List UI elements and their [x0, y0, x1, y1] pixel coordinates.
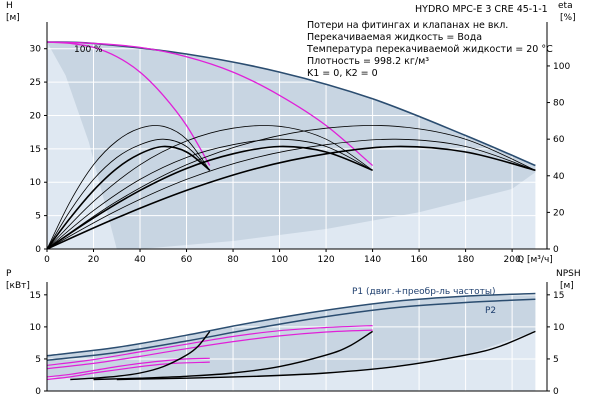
series-eta-thick [46, 145, 536, 250]
note-line: Температура перекачиваемой жидкости = 20… [306, 44, 553, 55]
note-line: Потери на фитингах и клапанах не вкл. [307, 20, 508, 31]
y-right-tick-label: 10 [553, 323, 565, 333]
series-eta-thin [46, 125, 211, 250]
upper-chart: 0 20 40 60 80 100 120 140 160 180 200 0 5 10 15 20 25 30 0… [6, 1, 576, 265]
y-right-tick-label: 60 [553, 135, 565, 145]
series-eta-thin [46, 125, 373, 250]
upper-x-unit: [м³/ч] [527, 255, 553, 265]
note-line: K1 = 0, K2 = 0 [307, 68, 378, 79]
series-eta-thick [46, 145, 373, 250]
series-P1 [46, 292, 536, 357]
chart-title: HYDRO MPC-E 3 CRE 45-1-1 [415, 4, 548, 15]
upper-x-label: Q [517, 255, 524, 265]
y-left-tick-label: 0 [35, 245, 41, 255]
upper-y-left-unit: [м] [6, 13, 20, 23]
lower-series [46, 292, 536, 381]
x-tick-label: 20 [88, 255, 100, 265]
p1-series-label: P1 (двиг.+преобр-ль частоты) [352, 287, 496, 297]
x-tick-label: 40 [134, 255, 146, 265]
y-left-tick-label: 15 [30, 145, 41, 155]
x-tick-label: 120 [317, 255, 334, 265]
y-left-tick-label: 0 [35, 387, 41, 397]
y-right-tick-label: 20 [553, 208, 565, 218]
series-magenta [46, 329, 373, 370]
series-eta-thin [46, 125, 536, 250]
x-tick-label: 200 [504, 255, 521, 265]
p2-series-label: P2 [485, 306, 496, 316]
y-left-tick-label: 5 [35, 355, 41, 365]
y-left-tick-label: 15 [30, 291, 41, 301]
y-left-tick-label: 5 [35, 212, 41, 222]
lower-y-left-label: P [6, 269, 12, 279]
y-right-tick-label: 40 [553, 172, 565, 182]
y-left-tick-label: 10 [30, 323, 42, 333]
y-right-tick-label: 80 [553, 99, 565, 109]
x-tick-label: 140 [364, 255, 381, 265]
series-magenta [46, 357, 210, 378]
series-magenta [46, 41, 211, 166]
y-left-tick-label: 10 [30, 178, 42, 188]
upper-series [46, 41, 536, 250]
y-right-tick-label: 0 [553, 245, 559, 255]
series-eta-thin [46, 138, 211, 250]
series-magenta [46, 41, 374, 166]
lower-y-left-unit: [кВт] [6, 281, 30, 291]
x-tick-label: 100 [271, 255, 288, 265]
lower-operating-area [47, 293, 536, 391]
y-right-tick-label: 100 [553, 62, 570, 72]
x-tick-label: 80 [227, 255, 239, 265]
y-left-tick-label: 25 [30, 78, 41, 88]
y-right-tick-label: 15 [553, 291, 564, 301]
x-tick-label: 180 [457, 255, 474, 265]
x-tick-label: 60 [181, 255, 193, 265]
series-magenta [46, 325, 373, 366]
y-right-tick-label: 0 [553, 387, 559, 397]
upper-y-right-label: eta [558, 1, 573, 11]
speed-annotation: 100 % [74, 45, 103, 55]
series-P2 [46, 298, 536, 361]
y-left-tick-label: 30 [30, 45, 42, 55]
series-NPSH [70, 330, 211, 381]
series-NPSH [116, 330, 536, 381]
upper-y-left-label: H [6, 1, 13, 11]
y-right-tick-label: 5 [553, 355, 559, 365]
x-tick-label: 0 [44, 255, 50, 265]
notes-block: Потери на фитингах и клапанах не вкл. Пе… [306, 20, 553, 79]
lower-chart: 0 5 10 15 0 5 10 15 P [кВт] NPSH [м] P1 (двиг.+… [6, 269, 581, 397]
series-magenta [46, 361, 210, 381]
series-eta-thin [46, 138, 536, 250]
upper-axes: 0 20 40 60 80 100 120 140 160 180 200 0 5 10 15 20 25 30 0… [30, 22, 570, 265]
lower-y-right-label: NPSH [556, 269, 581, 279]
note-line: Перекачиваемая жидкость = Вода [307, 32, 482, 43]
lower-y-right-unit: [м] [560, 281, 574, 291]
y-left-tick-label: 20 [30, 111, 42, 121]
lower-area-dark [47, 293, 536, 380]
upper-y-right-unit: [%] [560, 13, 576, 23]
lower-axes: 0 5 10 15 0 5 10 15 [30, 282, 565, 397]
note-line: Плотность = 998.2 кг/м³ [307, 56, 429, 67]
x-tick-label: 160 [410, 255, 427, 265]
series-eta-thick [46, 145, 211, 250]
series-NPSH [93, 330, 373, 381]
